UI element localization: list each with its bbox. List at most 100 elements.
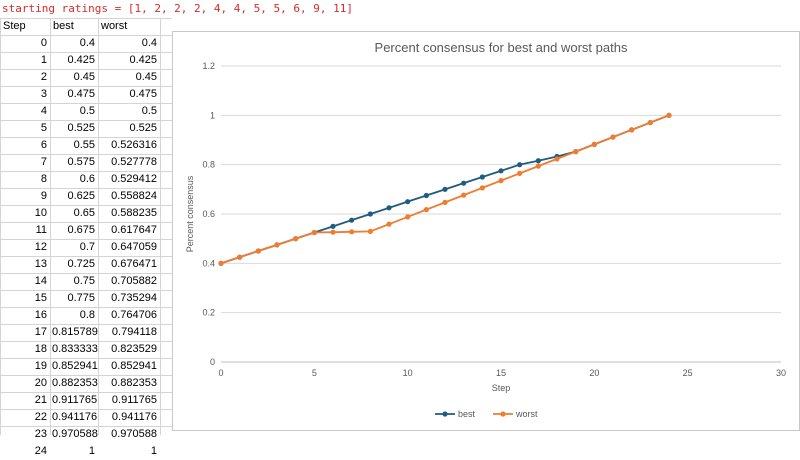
table-cell[interactable]: 0.558824	[111, 190, 157, 202]
table-cell[interactable]: 0.8	[79, 309, 95, 321]
table-cell[interactable]: 0.764706	[111, 309, 157, 321]
data-point-worst[interactable]	[386, 221, 392, 227]
data-point-worst[interactable]	[423, 207, 429, 213]
table-cell[interactable]: 0.6	[79, 173, 95, 185]
data-point-worst[interactable]	[349, 229, 355, 235]
table-cell[interactable]: 12	[34, 241, 47, 253]
data-point-worst[interactable]	[218, 260, 224, 266]
table-cell[interactable]: 0.588235	[111, 207, 157, 219]
data-point-worst[interactable]	[554, 156, 560, 162]
table-cell[interactable]: 0.55	[73, 139, 95, 151]
data-point-best[interactable]	[479, 174, 485, 180]
table-cell[interactable]: 0.65	[73, 207, 95, 219]
table-cell[interactable]: 0.852941	[52, 360, 98, 372]
table-cell[interactable]: 5	[40, 122, 47, 134]
table-cell[interactable]: 14	[34, 275, 47, 287]
table-cell[interactable]: 0.882353	[111, 377, 157, 389]
data-point-best[interactable]	[423, 192, 429, 199]
header-cell[interactable]: best	[53, 20, 74, 32]
data-point-worst[interactable]	[237, 254, 243, 260]
table-cell[interactable]: 0.5	[79, 105, 95, 117]
data-point-worst[interactable]	[274, 242, 280, 248]
table-cell[interactable]: 0.425	[67, 54, 95, 66]
table-cell[interactable]: 0.705882	[111, 275, 157, 287]
table-cell[interactable]: 0.5	[141, 105, 157, 117]
table-cell[interactable]: 0.475	[67, 88, 95, 100]
table-cell[interactable]: 24	[34, 445, 47, 457]
table-cell[interactable]: 21	[34, 394, 47, 406]
data-point-best[interactable]	[367, 211, 373, 217]
starting-ratings-text[interactable]: starting ratings = [1, 2, 2, 2, 4, 4, 5,…	[2, 2, 353, 15]
table-cell[interactable]: 0.527778	[111, 156, 157, 168]
data-point-worst[interactable]	[647, 119, 653, 126]
table-cell[interactable]: 2	[40, 71, 47, 83]
table-cell[interactable]: 11	[35, 224, 47, 236]
data-point-worst[interactable]	[311, 229, 317, 236]
data-point-best[interactable]	[498, 168, 504, 174]
header-cell[interactable]: Step	[3, 20, 26, 32]
table-cell[interactable]: 0.794118	[111, 326, 157, 338]
table-cell[interactable]: 8	[40, 173, 47, 185]
table-cell[interactable]: 3	[40, 88, 47, 100]
legend-label-worst[interactable]: worst	[515, 409, 538, 419]
data-point-worst[interactable]	[405, 214, 411, 220]
table-cell[interactable]: 0.7	[79, 241, 95, 253]
table-cell[interactable]: 0.815789	[52, 326, 98, 338]
table-cell[interactable]: 0.75	[73, 275, 95, 287]
table-cell[interactable]: 0.882353	[52, 377, 98, 389]
table-cell[interactable]: 0.525	[129, 122, 157, 134]
data-point-best[interactable]	[386, 205, 392, 211]
table-cell[interactable]: 0.45	[73, 71, 95, 83]
table-cell[interactable]: 0.911765	[111, 394, 157, 406]
table-cell[interactable]: 0.911765	[52, 394, 98, 406]
table-cell[interactable]: 1	[88, 445, 95, 457]
table-cell[interactable]: 0.625	[67, 190, 95, 202]
table-cell[interactable]: 0.4	[79, 37, 95, 49]
table-cell[interactable]: 0.725	[67, 258, 95, 270]
table-cell[interactable]: 0.475	[129, 88, 157, 100]
table-cell[interactable]: 0.525	[67, 122, 95, 134]
table-cell[interactable]: 19	[34, 360, 47, 372]
data-point-best[interactable]	[535, 158, 541, 164]
table-cell[interactable]: 20	[34, 377, 47, 389]
table-cell[interactable]: 0.676471	[111, 258, 157, 270]
data-point-worst[interactable]	[517, 170, 523, 176]
table-cell[interactable]: 13	[34, 258, 47, 270]
data-point-best[interactable]	[517, 162, 523, 168]
table-cell[interactable]: 0.675	[67, 224, 95, 236]
table-cell[interactable]: 4	[40, 105, 47, 117]
data-point-worst[interactable]	[367, 228, 373, 235]
table-cell[interactable]: 0.647059	[111, 241, 157, 253]
data-point-best[interactable]	[461, 180, 467, 186]
table-cell[interactable]: 0.425	[129, 54, 157, 66]
table-cell[interactable]: 9	[40, 190, 47, 202]
table-cell[interactable]: 0.735294	[111, 292, 157, 304]
data-point-worst[interactable]	[666, 112, 672, 118]
chart-title[interactable]: Percent consensus for best and worst pat…	[375, 40, 628, 55]
data-point-best[interactable]	[349, 217, 355, 223]
table-cell[interactable]: 0	[40, 37, 47, 49]
table-cell[interactable]: 0.4	[141, 37, 157, 49]
data-point-worst[interactable]	[535, 163, 541, 169]
table-cell[interactable]: 0.823529	[111, 343, 157, 355]
data-point-best[interactable]	[330, 223, 336, 229]
table-cell[interactable]: 1	[40, 54, 47, 66]
table-cell[interactable]: 15	[34, 292, 47, 304]
data-point-worst[interactable]	[330, 229, 336, 235]
table-cell[interactable]: 17	[34, 326, 47, 338]
table-cell[interactable]: 6	[40, 139, 47, 151]
chart-area[interactable]: Percent consensus for best and worst pat…	[172, 31, 800, 431]
table-cell[interactable]: 0.617647	[111, 224, 157, 236]
table-cell[interactable]: 22	[34, 411, 47, 423]
table-cell[interactable]: 16	[34, 309, 47, 321]
table-cell[interactable]: 18	[34, 343, 47, 355]
data-point-worst[interactable]	[293, 236, 299, 242]
table-cell[interactable]: 0.941176	[111, 411, 157, 423]
data-point-worst[interactable]	[610, 134, 616, 140]
table-cell[interactable]: 0.529412	[111, 173, 157, 185]
data-point-worst[interactable]	[573, 149, 579, 155]
table-cell[interactable]: 0.45	[135, 71, 157, 83]
table-cell[interactable]: 0.833333	[52, 343, 98, 355]
data-point-worst[interactable]	[479, 185, 485, 191]
data-point-worst[interactable]	[255, 248, 261, 254]
